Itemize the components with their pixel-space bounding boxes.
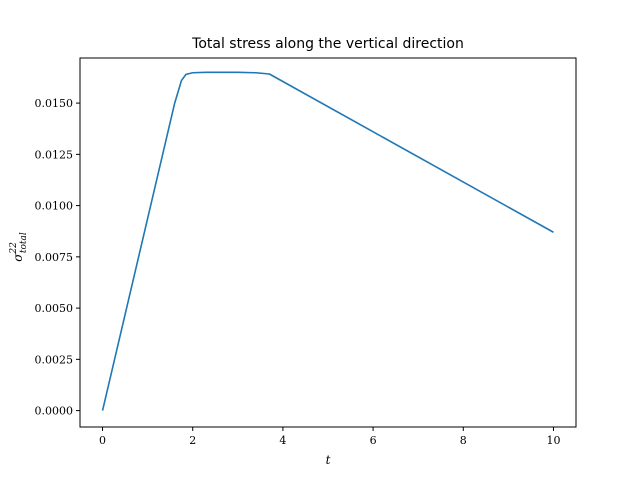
x-tick-label: 6 [370,434,377,447]
x-tick-label: 10 [546,434,560,447]
plot-area [101,71,554,411]
y-axis-label-sup: 22 [9,242,19,255]
axes-frame [79,57,577,428]
y-tick-label: 0.0075 [35,251,74,264]
y-tick-label: 0.0125 [35,148,74,161]
x-tick-label: 8 [460,434,467,447]
x-axis-label: t [326,453,331,467]
y-axis-label-sub: total [19,232,29,253]
y-tick-label: 0.0025 [35,353,74,366]
chart-title: Total stress along the vertical directio… [191,36,464,52]
y-tick-label: 0.0150 [35,97,74,110]
y-axis-label: σ22total [9,232,29,262]
axes: 0 2 4 6 8 10 0.0000 0.0025 0.0050 0.0075 0.0100 0.0… [35,57,577,447]
y-tick-label: 0.0100 [35,200,74,213]
x-tick-label: 2 [189,434,196,447]
series-line-0 [101,71,554,411]
y-axis-label-base: σ [11,253,25,262]
y-tick-label: 0.0050 [35,302,74,315]
y-tick-label: 0.0000 [35,405,74,418]
x-tick-label: 4 [279,434,286,447]
x-tick-label: 0 [99,434,106,447]
